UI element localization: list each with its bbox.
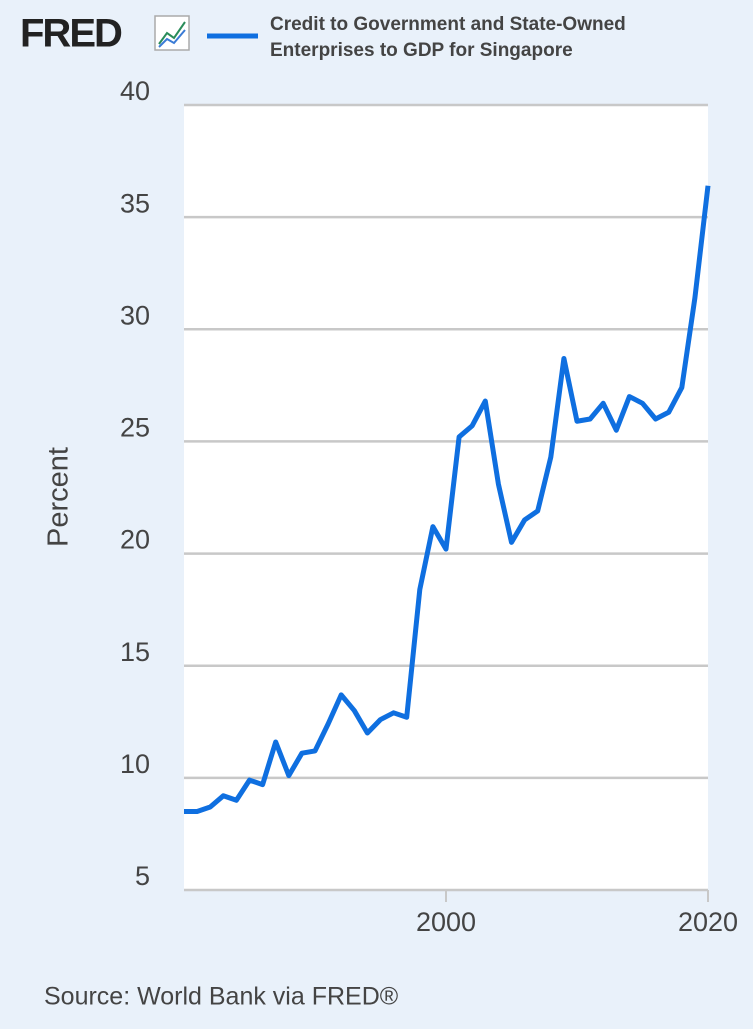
x-tick-label: 2020 bbox=[678, 907, 738, 937]
y-tick-label: 25 bbox=[120, 413, 150, 443]
source: Source: World Bank via FRED® bbox=[44, 983, 399, 1011]
legend-box: Credit to Government and State-Owned Ent… bbox=[270, 14, 626, 61]
legend-entry: Credit to Government and State-Owned Ent… bbox=[270, 14, 626, 61]
y-tick-label: 10 bbox=[120, 749, 150, 779]
y-tick-label: 35 bbox=[120, 188, 150, 218]
x-tick-label: 2000 bbox=[416, 907, 476, 937]
y-tick-label: 5 bbox=[135, 861, 150, 891]
plot-area bbox=[184, 105, 708, 890]
logo-icon bbox=[154, 15, 190, 51]
y-axis-label: Percent bbox=[43, 447, 75, 547]
y-tick-label: 30 bbox=[120, 300, 150, 330]
y-tick-label: 15 bbox=[120, 637, 150, 667]
y-tick-label: 40 bbox=[120, 76, 150, 106]
series-line bbox=[184, 185, 711, 814]
logo: FRED bbox=[20, 12, 122, 56]
y-tick-label: 20 bbox=[120, 525, 150, 555]
